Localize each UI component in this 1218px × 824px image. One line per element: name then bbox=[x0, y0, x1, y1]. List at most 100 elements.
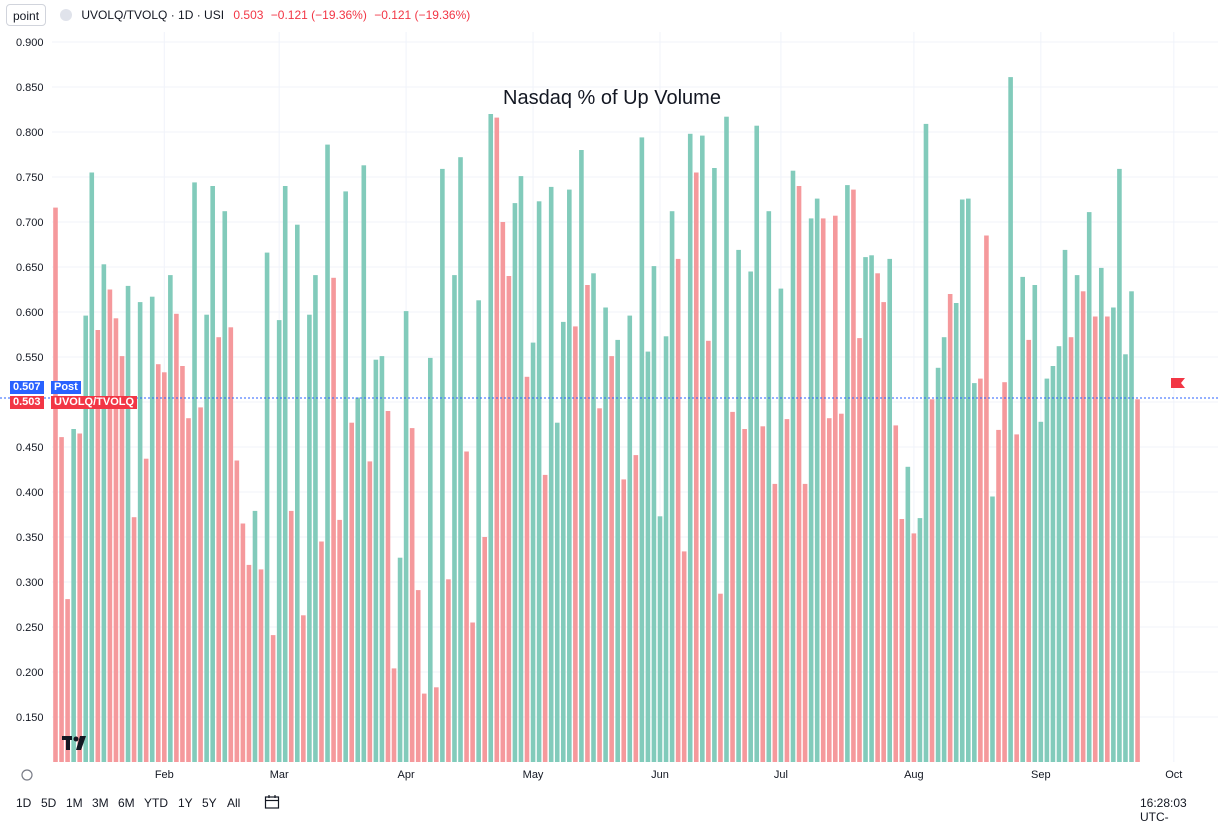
chart-area[interactable]: 0.1500.2000.2500.3000.3500.4000.4500.500… bbox=[0, 0, 1218, 790]
timeframe-1y[interactable]: 1Y bbox=[178, 796, 193, 810]
bar bbox=[851, 189, 856, 763]
bar bbox=[736, 249, 741, 762]
symbol-input[interactable]: point bbox=[6, 4, 46, 26]
y-tick-label: 0.550 bbox=[16, 352, 44, 364]
bar bbox=[107, 289, 113, 762]
bar bbox=[506, 276, 512, 762]
bar bbox=[270, 635, 276, 762]
bar bbox=[693, 172, 699, 762]
bar bbox=[518, 176, 524, 763]
bar bbox=[706, 340, 711, 762]
bar bbox=[174, 313, 179, 762]
y-tick-label: 0.800 bbox=[16, 127, 44, 139]
last-label-tag: UVOLQ/TVOLQ bbox=[51, 396, 138, 409]
timeframe-1m[interactable]: 1M bbox=[66, 796, 83, 810]
bar bbox=[1135, 399, 1140, 762]
bar bbox=[397, 557, 403, 762]
calendar-icon[interactable] bbox=[264, 794, 280, 813]
timeframe-1d[interactable]: 1D bbox=[16, 796, 32, 810]
timeframe-5y[interactable]: 5Y bbox=[202, 796, 217, 810]
post-label-tag: Post bbox=[51, 381, 81, 394]
timeframe-3m[interactable]: 3M bbox=[92, 796, 109, 810]
bar bbox=[560, 321, 566, 762]
bar bbox=[101, 264, 107, 762]
post-price-tag: 0.507 bbox=[10, 381, 44, 394]
bar bbox=[276, 320, 282, 762]
bar bbox=[748, 271, 753, 762]
y-tick-label: 0.150 bbox=[16, 712, 44, 724]
bar bbox=[282, 186, 288, 762]
bar bbox=[415, 590, 421, 762]
flag-icon[interactable] bbox=[1171, 378, 1185, 388]
bar bbox=[893, 425, 899, 762]
bar bbox=[409, 428, 415, 762]
last-value: 0.503 bbox=[13, 396, 41, 408]
bar bbox=[385, 411, 391, 762]
bar bbox=[155, 364, 161, 762]
x-tick-label: Feb bbox=[155, 769, 174, 781]
timeframe-all[interactable]: All bbox=[227, 796, 241, 810]
y-tick-label: 0.300 bbox=[16, 577, 44, 589]
bar bbox=[615, 339, 620, 762]
y-tick-label: 0.700 bbox=[16, 217, 44, 229]
bar bbox=[1123, 354, 1128, 762]
last-price-tag: 0.503 bbox=[10, 396, 44, 409]
bar bbox=[325, 144, 330, 763]
bar bbox=[657, 516, 663, 762]
bar bbox=[953, 303, 959, 762]
bar bbox=[1044, 378, 1050, 762]
visibility-icon[interactable] bbox=[60, 9, 72, 21]
bar bbox=[814, 198, 820, 763]
bar bbox=[718, 593, 723, 762]
legend-change-2: −0.121 (−19.36%) bbox=[374, 8, 471, 22]
bar bbox=[228, 327, 234, 762]
bar bbox=[53, 207, 58, 763]
bar bbox=[524, 376, 530, 762]
bar bbox=[935, 367, 941, 762]
bar bbox=[567, 189, 572, 763]
bar bbox=[633, 455, 639, 762]
x-tick-label: May bbox=[523, 769, 544, 781]
y-tick-label: 0.200 bbox=[16, 667, 44, 679]
bar bbox=[1056, 346, 1062, 762]
bar bbox=[754, 125, 760, 762]
tradingview-logo-icon bbox=[62, 736, 86, 750]
bar bbox=[536, 201, 542, 763]
bar bbox=[742, 429, 747, 762]
bar bbox=[137, 302, 143, 762]
bar bbox=[476, 300, 481, 762]
bar bbox=[802, 483, 808, 762]
bar bbox=[240, 523, 246, 762]
bar bbox=[288, 510, 294, 762]
settings-icon[interactable] bbox=[21, 769, 33, 781]
bar bbox=[427, 357, 433, 762]
bar bbox=[1014, 434, 1019, 762]
legend-symbol[interactable]: UVOLQ/TVOLQ · 1D · USI bbox=[81, 8, 225, 22]
bar bbox=[198, 407, 203, 762]
bar bbox=[186, 418, 191, 762]
clock[interactable]: 16:28:03 UTC- bbox=[1140, 796, 1187, 824]
bar bbox=[331, 277, 336, 762]
bar bbox=[1074, 275, 1080, 762]
bar bbox=[119, 356, 125, 762]
y-tick-label: 0.650 bbox=[16, 262, 44, 274]
bar bbox=[965, 198, 971, 763]
legend-change: −0.121 (−19.36%) bbox=[270, 8, 367, 22]
bar bbox=[669, 211, 675, 762]
bar bbox=[996, 429, 1001, 762]
bar bbox=[89, 172, 95, 762]
bar bbox=[1068, 337, 1074, 762]
timeframe-ytd[interactable]: YTD bbox=[144, 796, 168, 810]
bar bbox=[1086, 212, 1092, 763]
y-tick-label: 0.350 bbox=[16, 532, 44, 544]
bar bbox=[585, 285, 590, 762]
bar bbox=[204, 314, 209, 762]
timeframe-5d[interactable]: 5D bbox=[41, 796, 57, 810]
bar bbox=[149, 296, 155, 762]
x-axis: Feb Mar Apr May Jun Jul Aug Sep Oct bbox=[155, 769, 1183, 781]
bar bbox=[603, 307, 608, 762]
chart-title: Nasdaq % of Up Volume bbox=[503, 87, 721, 109]
bar bbox=[458, 157, 463, 762]
timeframe-6m[interactable]: 6M bbox=[118, 796, 135, 810]
bar bbox=[125, 285, 131, 762]
